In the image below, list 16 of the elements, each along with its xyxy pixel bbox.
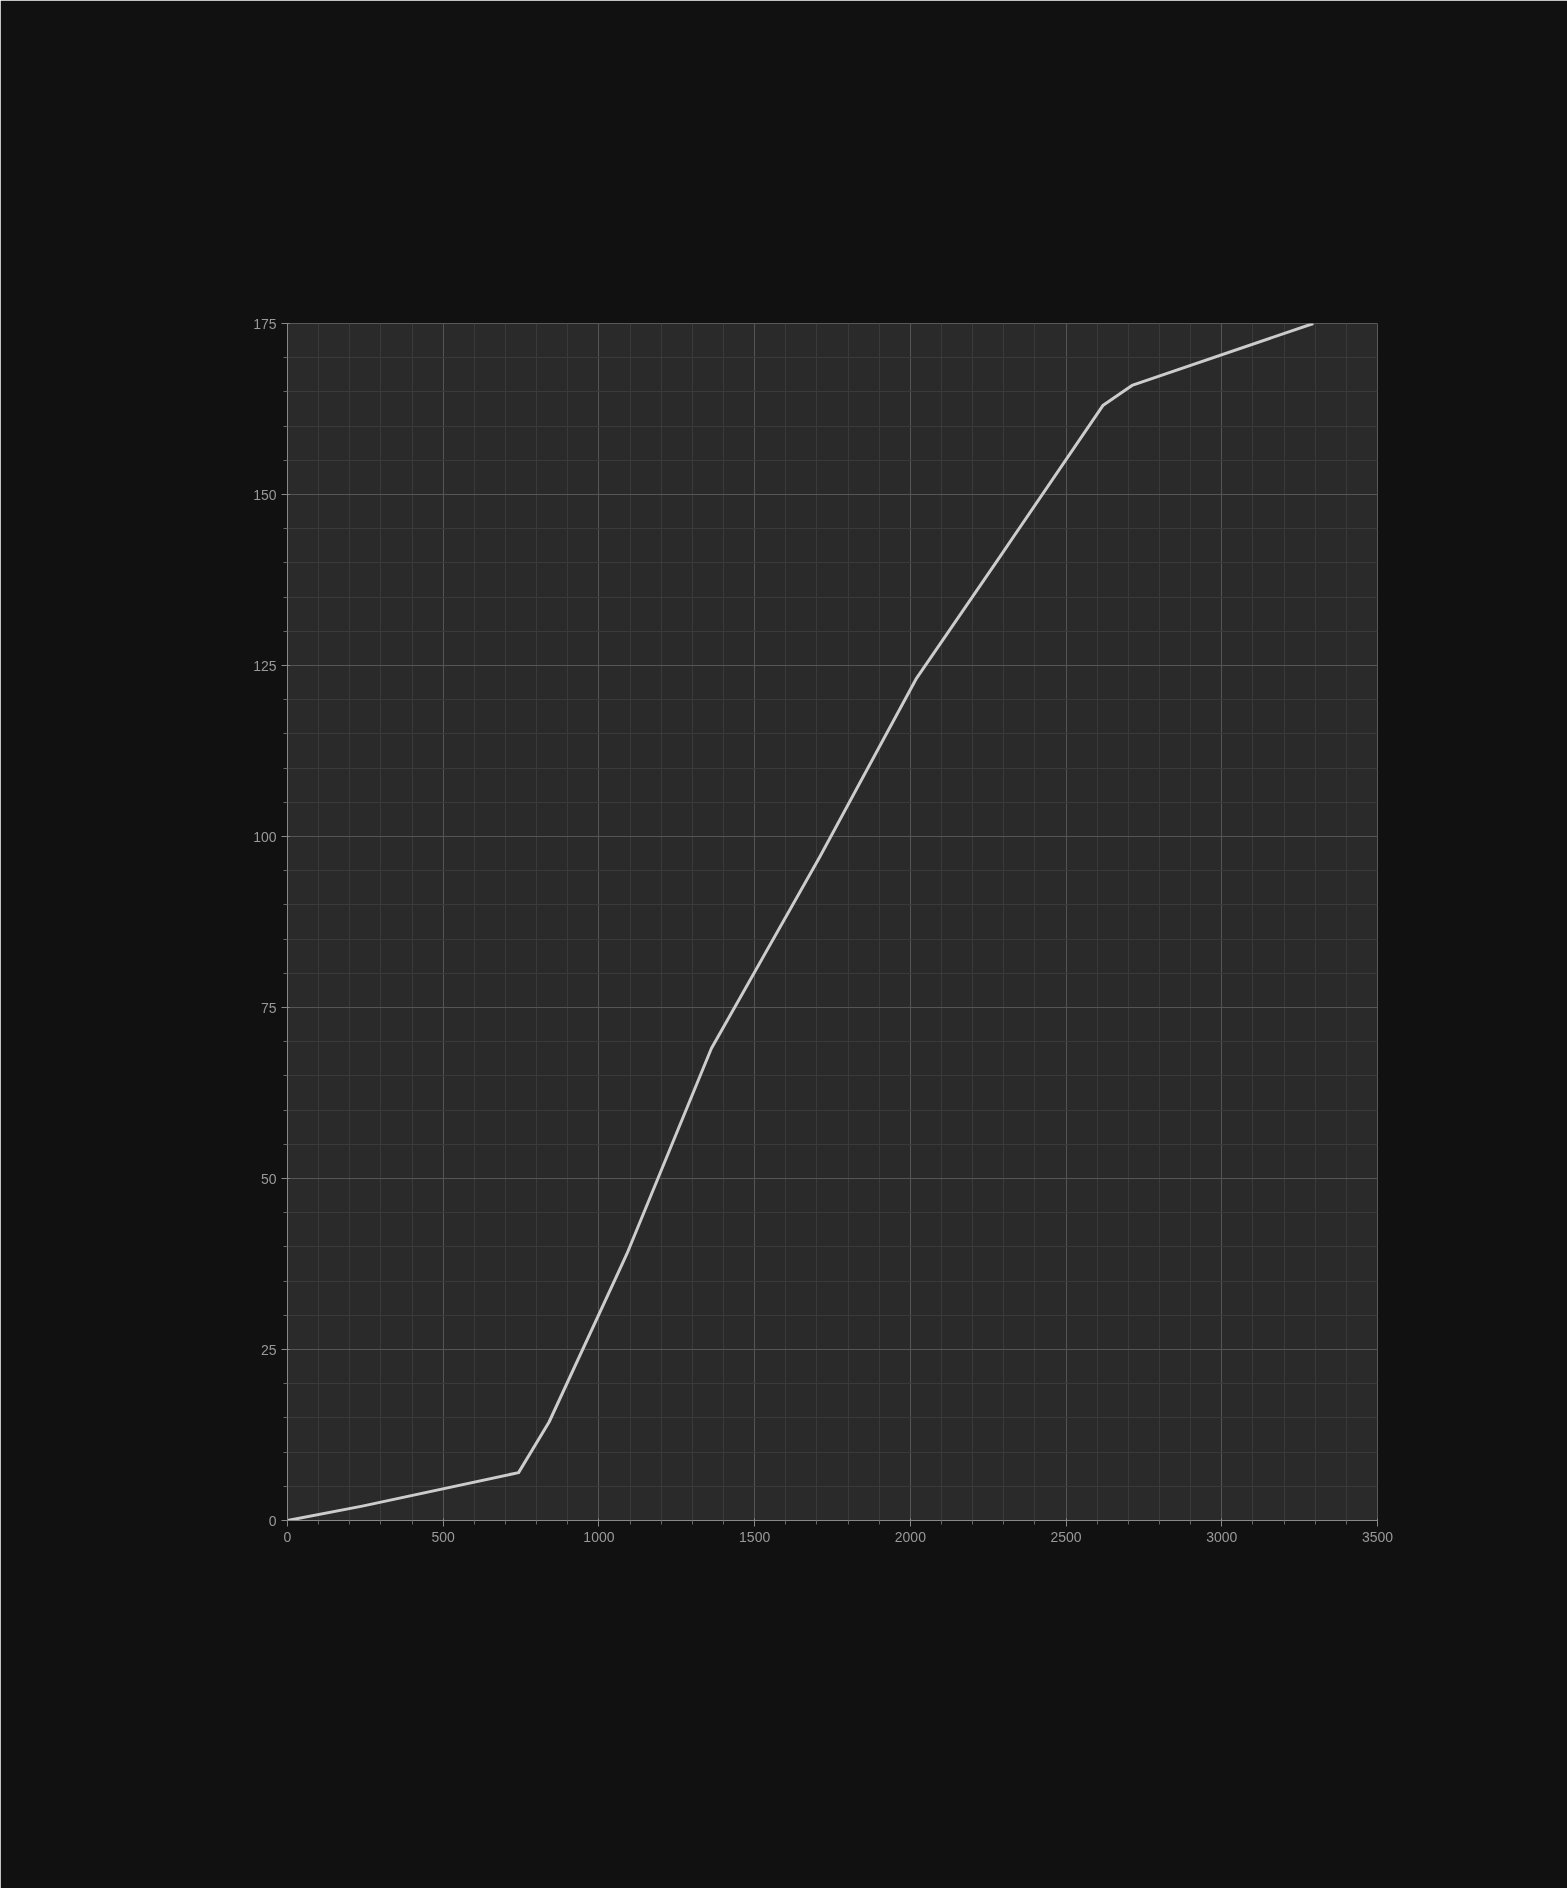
x-tick-label: 500 [431, 1528, 456, 1545]
y-tick-label: 175 [253, 315, 277, 332]
y-tick-label: 125 [253, 657, 277, 674]
x-tick-label: 1500 [739, 1528, 771, 1545]
x-tick-label: 3000 [1206, 1528, 1238, 1545]
x-tick-label: 3500 [1361, 1528, 1394, 1545]
y-tick-label: 100 [253, 828, 277, 845]
x-tick-label: 0 [283, 1528, 292, 1545]
y-tick-label: 0 [268, 1512, 277, 1529]
y-tick-label: 75 [260, 999, 277, 1016]
x-tick-label: 2000 [894, 1528, 927, 1545]
y-tick-label: 150 [253, 486, 277, 503]
y-tick-label: 25 [260, 1341, 277, 1358]
x-tick-label: 1000 [583, 1528, 615, 1545]
y-tick-label: 50 [260, 1170, 277, 1187]
x-tick-label: 2500 [1050, 1528, 1082, 1545]
